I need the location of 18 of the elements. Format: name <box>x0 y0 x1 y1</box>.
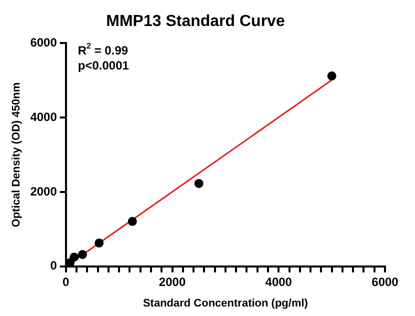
x-tick-label: 6000 <box>372 274 399 289</box>
y-tick-label: 4000 <box>30 110 58 124</box>
y-tick-label: 2000 <box>30 184 58 198</box>
y-axis-title: Optical Density (OD) 450nm <box>10 82 23 228</box>
x-tick-label: 2000 <box>158 274 186 289</box>
point <box>78 250 88 259</box>
point <box>327 71 336 80</box>
point <box>70 252 79 262</box>
x-axis-title: Standard Concentration (pg/ml) <box>142 297 308 310</box>
point <box>128 216 137 226</box>
y-tick-label: 6000 <box>30 36 58 50</box>
annotation: p<0.0001 <box>78 58 130 73</box>
y-tick-label: 0 <box>50 258 58 273</box>
x-tick-label: 4000 <box>265 274 292 289</box>
point <box>194 178 204 188</box>
x-tick-label: 0 <box>62 274 70 289</box>
chart-title: MMP13 Standard Curve <box>106 13 285 30</box>
point <box>94 238 104 248</box>
